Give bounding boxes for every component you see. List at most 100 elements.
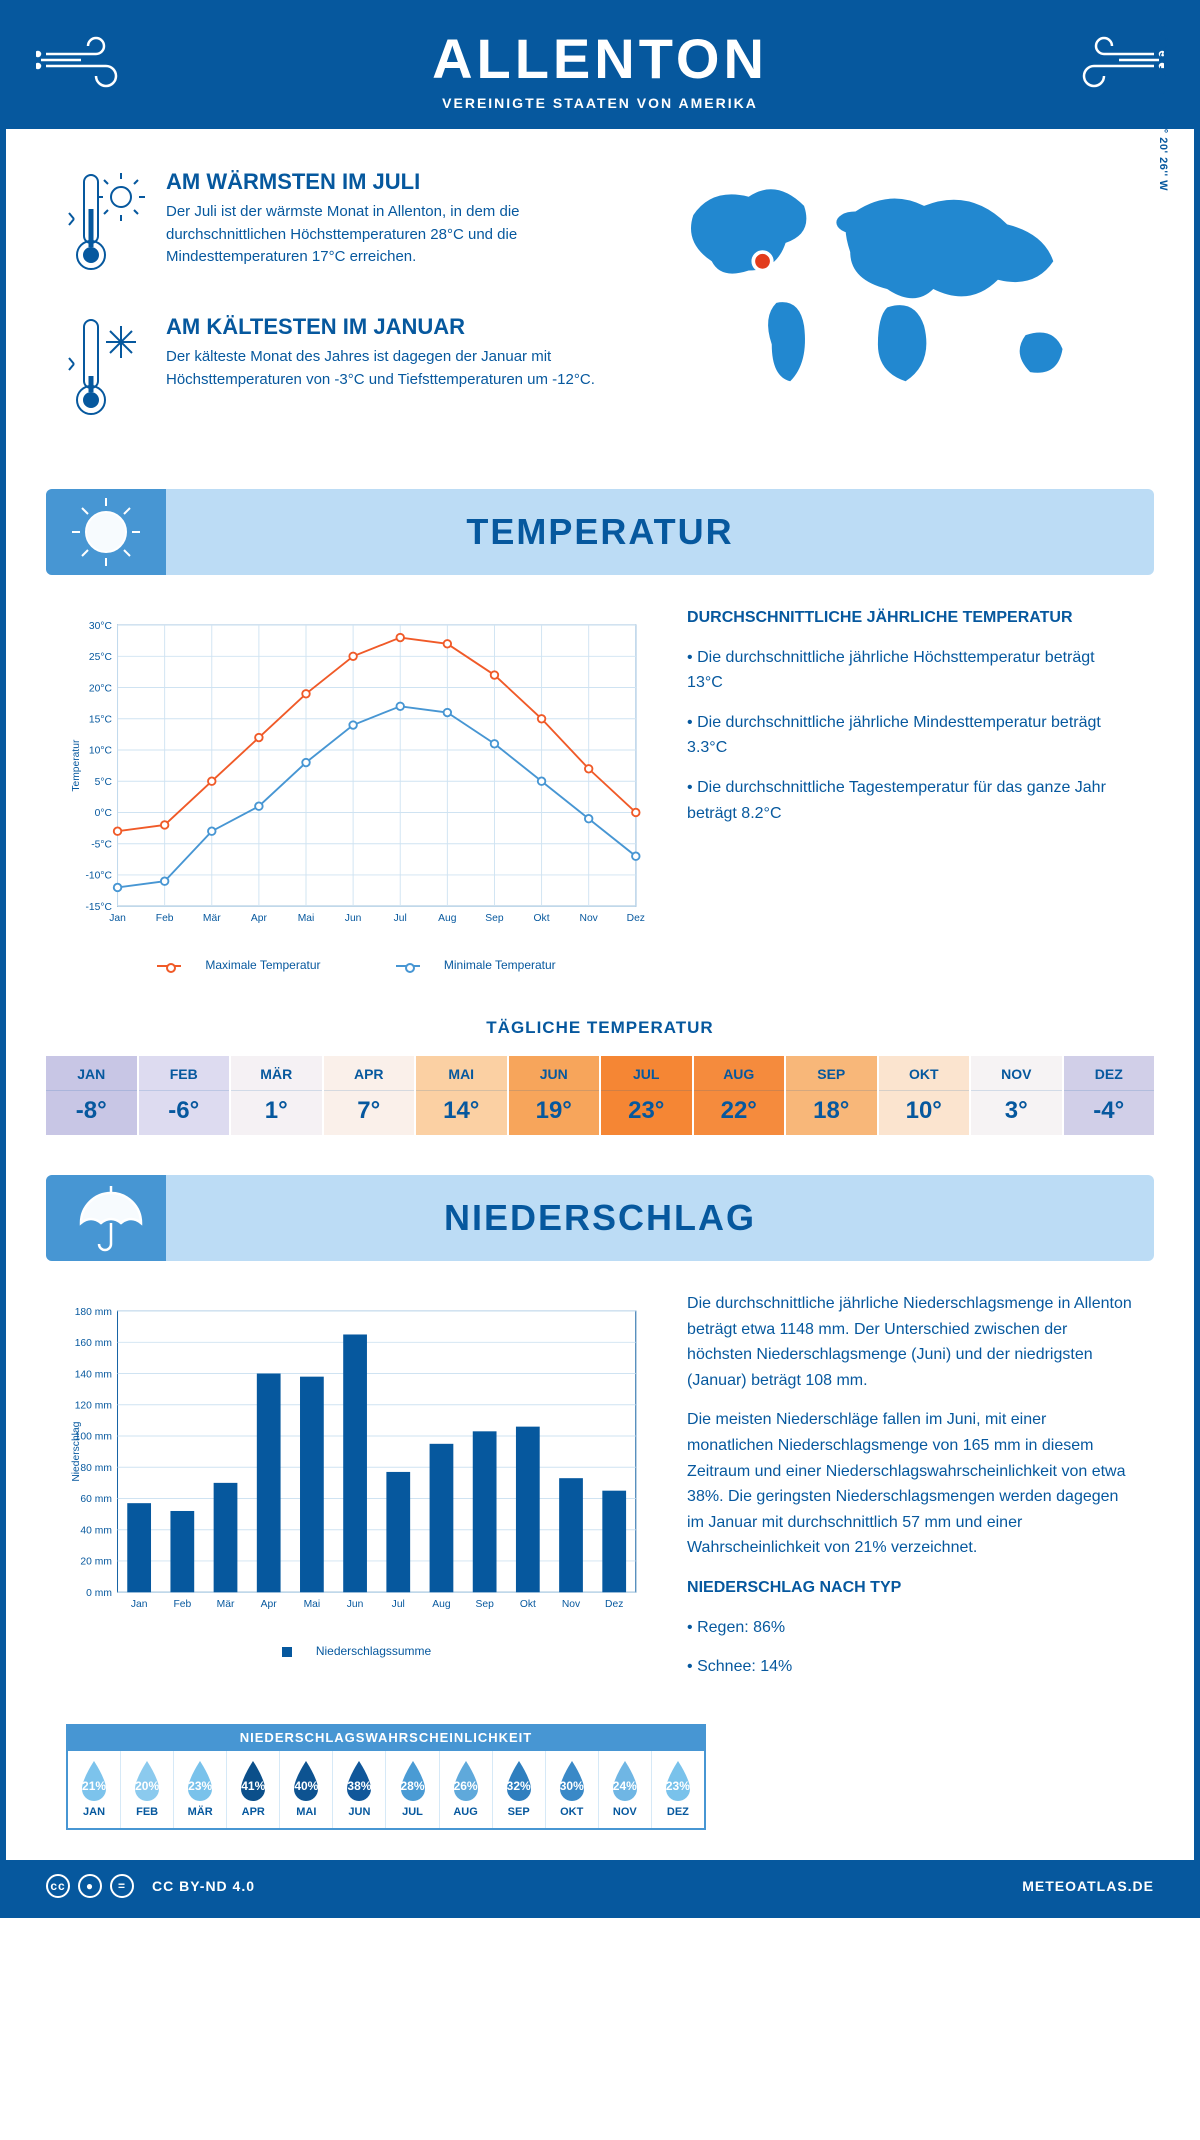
thermometer-hot-icon xyxy=(66,169,146,284)
svg-text:Niederschlag: Niederschlag xyxy=(71,1421,82,1481)
world-map: WISCONSIN 43° 25' 14'' N — 88° 20' 26'' … xyxy=(640,169,1134,459)
svg-text:Okt: Okt xyxy=(534,913,550,924)
probability-cell: 24%NOV xyxy=(599,1751,652,1828)
svg-text:Mai: Mai xyxy=(304,1599,321,1610)
svg-text:Jan: Jan xyxy=(109,913,126,924)
daily-temp-cell: APR7° xyxy=(324,1056,417,1135)
svg-text:5°C: 5°C xyxy=(95,777,113,788)
country-subtitle: VEREINIGTE STAATEN VON AMERIKA xyxy=(6,95,1194,111)
probability-cell: 26%AUG xyxy=(440,1751,493,1828)
cc-icon: cc xyxy=(46,1874,70,1898)
svg-text:Sep: Sep xyxy=(475,1599,494,1610)
temp-bullet: • Die durchschnittliche Tagestemperatur … xyxy=(687,775,1134,826)
svg-text:20 mm: 20 mm xyxy=(80,1557,111,1568)
map-marker-icon xyxy=(753,252,771,270)
precip-text-1: Die durchschnittliche jährliche Niedersc… xyxy=(687,1291,1134,1393)
world-map-svg xyxy=(640,169,1134,409)
svg-text:Mär: Mär xyxy=(203,913,221,924)
svg-text:Feb: Feb xyxy=(156,913,174,924)
svg-text:Jul: Jul xyxy=(392,1599,405,1610)
daily-temp-cell: MAI14° xyxy=(416,1056,509,1135)
svg-text:60 mm: 60 mm xyxy=(80,1494,111,1505)
svg-text:Jul: Jul xyxy=(394,913,407,924)
svg-text:0°C: 0°C xyxy=(95,808,113,819)
daily-temp-cell: AUG22° xyxy=(694,1056,787,1135)
chart-legend: Maximale Temperatur Minimale Temperatur xyxy=(66,958,647,972)
precipitation-content: 0 mm20 mm40 mm60 mm80 mm100 mm120 mm140 … xyxy=(6,1291,1194,1714)
site-name: METEOATLAS.DE xyxy=(1022,1878,1154,1894)
precip-bytype-heading: NIEDERSCHLAG NACH TYP xyxy=(687,1575,1134,1601)
svg-text:Apr: Apr xyxy=(261,1599,278,1610)
svg-text:25°C: 25°C xyxy=(89,652,113,663)
wind-icon xyxy=(36,26,136,101)
warm-heading: AM WÄRMSTEN IM JULI xyxy=(166,169,610,195)
thermometer-cold-icon xyxy=(66,314,146,429)
umbrella-icon xyxy=(46,1175,166,1261)
probability-cell: 40%MAI xyxy=(280,1751,333,1828)
cc-by-icon: ● xyxy=(78,1874,102,1898)
svg-text:Sep: Sep xyxy=(485,913,504,924)
temp-bullet: • Die durchschnittliche jährliche Höchst… xyxy=(687,645,1134,696)
probability-cell: 21%JAN xyxy=(68,1751,121,1828)
probability-cell: 23%DEZ xyxy=(652,1751,704,1828)
svg-text:Feb: Feb xyxy=(173,1599,191,1610)
probability-cell: 32%SEP xyxy=(493,1751,546,1828)
daily-temp-cell: JUL23° xyxy=(601,1056,694,1135)
svg-text:Mär: Mär xyxy=(217,1599,235,1610)
probability-cell: 30%OKT xyxy=(546,1751,599,1828)
precip-bytype-item: • Regen: 86% xyxy=(687,1615,1134,1641)
svg-text:30°C: 30°C xyxy=(89,621,113,632)
daily-temp-cell: DEZ-4° xyxy=(1064,1056,1155,1135)
temp-bullet: • Die durchschnittliche jährliche Mindes… xyxy=(687,710,1134,761)
svg-text:120 mm: 120 mm xyxy=(75,1401,112,1412)
svg-text:-15°C: -15°C xyxy=(85,902,112,913)
svg-text:10°C: 10°C xyxy=(89,746,113,757)
svg-text:180 mm: 180 mm xyxy=(75,1307,112,1318)
probability-heading: NIEDERSCHLAGSWAHRSCHEINLICHKEIT xyxy=(66,1724,706,1751)
cc-nd-icon: = xyxy=(110,1874,134,1898)
temperature-banner: TEMPERATUR xyxy=(46,489,1154,575)
svg-text:140 mm: 140 mm xyxy=(75,1369,112,1380)
temperature-heading: TEMPERATUR xyxy=(46,511,1154,553)
probability-cell: 38%JUN xyxy=(333,1751,386,1828)
precip-probability: NIEDERSCHLAGSWAHRSCHEINLICHKEIT 21%JAN20… xyxy=(66,1724,706,1830)
daily-temp-cell: OKT10° xyxy=(879,1056,972,1135)
line-chart-svg: -15°C-10°C-5°C0°C5°C10°C15°C20°C25°C30°C… xyxy=(66,605,647,945)
temperature-content: -15°C-10°C-5°C0°C5°C10°C15°C20°C25°C30°C… xyxy=(6,605,1194,992)
precip-legend: Niederschlagssumme xyxy=(66,1644,647,1658)
probability-cell: 23%MÄR xyxy=(174,1751,227,1828)
warm-fact: AM WÄRMSTEN IM JULI Der Juli ist der wär… xyxy=(66,169,610,284)
svg-text:-10°C: -10°C xyxy=(85,871,112,882)
temperature-chart: -15°C-10°C-5°C0°C5°C10°C15°C20°C25°C30°C… xyxy=(66,605,647,972)
warm-text: Der Juli ist der wärmste Monat in Allent… xyxy=(166,201,610,269)
daily-temp-cell: JUN19° xyxy=(509,1056,602,1135)
svg-text:160 mm: 160 mm xyxy=(75,1338,112,1349)
svg-text:80 mm: 80 mm xyxy=(80,1463,111,1474)
intro-facts: AM WÄRMSTEN IM JULI Der Juli ist der wär… xyxy=(66,169,610,459)
cold-heading: AM KÄLTESTEN IM JANUAR xyxy=(166,314,610,340)
drop-strip: 21%JAN20%FEB23%MÄR41%APR40%MAI38%JUN28%J… xyxy=(66,1751,706,1830)
daily-temp-strip: JAN-8°FEB-6°MÄR1°APR7°MAI14°JUN19°JUL23°… xyxy=(46,1056,1154,1135)
daily-temp-cell: SEP18° xyxy=(786,1056,879,1135)
svg-text:Aug: Aug xyxy=(438,913,457,924)
svg-text:15°C: 15°C xyxy=(89,715,113,726)
svg-text:Aug: Aug xyxy=(432,1599,451,1610)
wind-icon xyxy=(1064,26,1164,101)
daily-temp-cell: MÄR1° xyxy=(231,1056,324,1135)
probability-cell: 28%JUL xyxy=(386,1751,439,1828)
probability-cell: 41%APR xyxy=(227,1751,280,1828)
daily-temp-cell: JAN-8° xyxy=(46,1056,139,1135)
svg-text:Jan: Jan xyxy=(131,1599,148,1610)
svg-text:20°C: 20°C xyxy=(89,683,113,694)
precip-bytype-item: • Schnee: 14% xyxy=(687,1654,1134,1680)
header: ALLENTON VEREINIGTE STAATEN VON AMERIKA xyxy=(6,6,1194,129)
license-text: CC BY-ND 4.0 xyxy=(152,1878,255,1894)
daily-temp-cell: NOV3° xyxy=(971,1056,1064,1135)
precipitation-sidebar: Die durchschnittliche jährliche Niedersc… xyxy=(687,1291,1134,1694)
svg-text:Apr: Apr xyxy=(251,913,268,924)
svg-text:Dez: Dez xyxy=(605,1599,623,1610)
svg-text:0 mm: 0 mm xyxy=(86,1588,112,1599)
svg-text:Nov: Nov xyxy=(580,913,599,924)
intro-section: AM WÄRMSTEN IM JULI Der Juli ist der wär… xyxy=(6,129,1194,489)
svg-text:Dez: Dez xyxy=(627,913,645,924)
